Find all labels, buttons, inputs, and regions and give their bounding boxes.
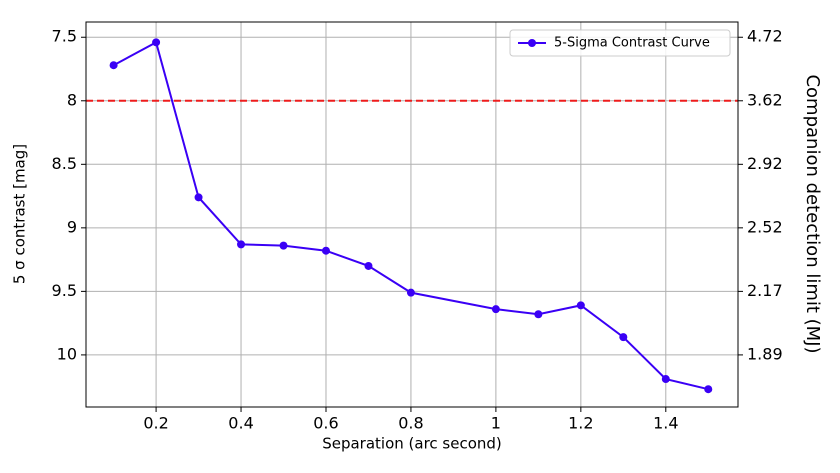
x-tick-label: 0.4 [228, 414, 253, 433]
data-point [321, 246, 330, 255]
series-line [113, 40, 709, 391]
legend-marker [528, 39, 536, 47]
y-tick-label: 9 [67, 217, 77, 236]
y-tick-label: 10 [57, 344, 77, 363]
y2-tick-label: 4.72 [747, 27, 783, 46]
data-point [279, 241, 288, 250]
x-tick-label: 0.6 [313, 414, 338, 433]
y2-tick-label: 2.17 [747, 281, 783, 300]
y2-tick-label: 1.89 [747, 344, 783, 363]
y-tick-label: 8 [67, 90, 77, 109]
legend-box [509, 29, 731, 57]
y-tick-label: 8.5 [52, 154, 77, 173]
data-point [491, 305, 500, 314]
data-point [534, 310, 543, 319]
x-tick-label: 0.8 [398, 414, 423, 433]
x-tick-label: 0.2 [143, 414, 168, 433]
data-point [237, 240, 246, 249]
x-tick-label: 1.2 [568, 414, 593, 433]
legend-label: 5-Sigma Contrast Curve [554, 36, 710, 51]
data-point [152, 38, 161, 47]
data-point [661, 375, 670, 384]
y-axis-label: 5 σ contrast [mag] [11, 144, 29, 284]
data-point [364, 261, 373, 270]
y2-tick-label: 3.62 [747, 90, 783, 109]
y-tick-label: 9.5 [52, 281, 77, 300]
y2-tick-label: 2.52 [747, 217, 783, 236]
x-tick-label: 1 [491, 414, 501, 433]
y2-axis-label: Companion detection limit (MJ) [802, 74, 823, 353]
data-point [109, 61, 118, 70]
y2-tick-label: 2.92 [747, 154, 783, 173]
x-axis-label: Separation (arc second) [322, 435, 502, 453]
plot-frame [85, 21, 739, 408]
data-point [704, 385, 713, 394]
data-point [576, 301, 585, 310]
data-point [619, 333, 628, 342]
x-tick-label: 1.4 [653, 414, 678, 433]
data-point [194, 193, 203, 202]
y-tick-label: 7.5 [52, 27, 77, 46]
data-point [406, 288, 415, 297]
